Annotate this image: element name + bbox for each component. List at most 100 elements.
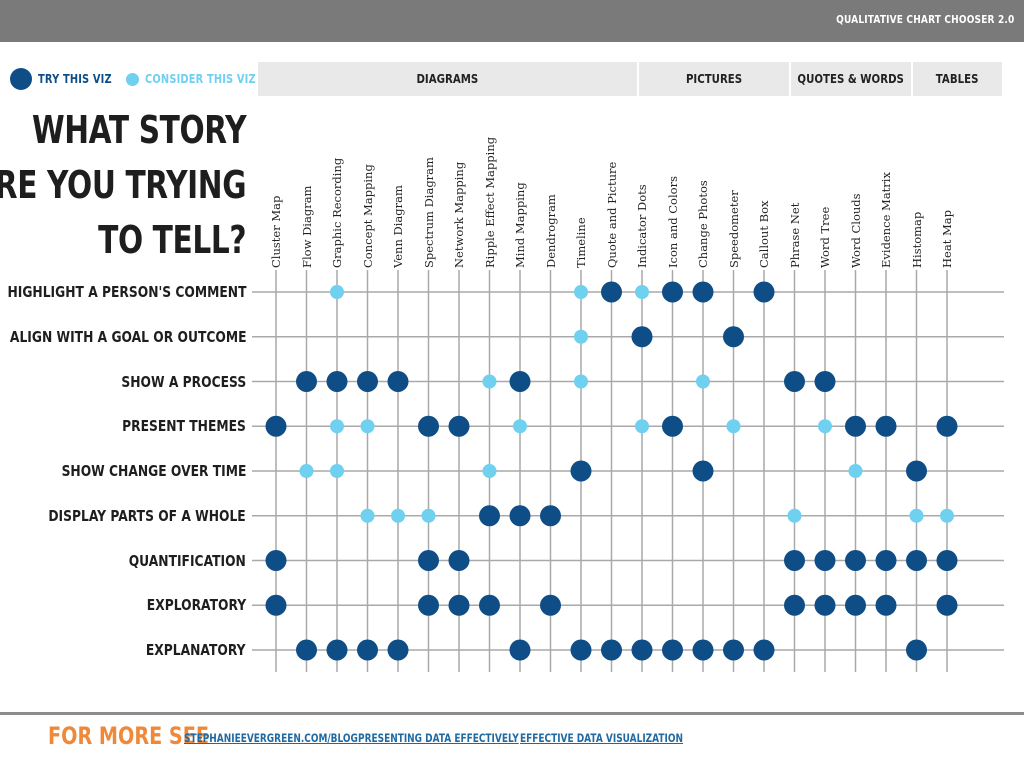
group-diagrams: DIAGRAMS	[258, 62, 637, 96]
try-dot	[296, 639, 317, 661]
try-dot	[936, 550, 958, 571]
try-dot	[692, 639, 714, 661]
page-title: QUALITATIVE CHART CHOOSER 2.0	[835, 13, 1014, 26]
try-dot	[936, 415, 958, 437]
try-dot	[936, 594, 958, 616]
group-tables: TABLES	[913, 62, 1002, 96]
group-label: QUOTES & WORDS	[797, 72, 905, 86]
try-dot	[845, 594, 866, 616]
row-label: SHOW A PROCESS	[121, 372, 246, 391]
try-dot	[601, 281, 622, 303]
try-dot	[448, 550, 470, 571]
try-dot	[723, 326, 744, 348]
try-dot	[692, 281, 714, 303]
chooser-grid	[252, 270, 1004, 672]
try-dot	[357, 639, 378, 661]
try-dot	[357, 371, 378, 392]
consider-dot	[482, 464, 497, 478]
link-effective-dataviz[interactable]: EFFECTIVE DATA VISUALIZATION	[520, 731, 684, 745]
consider-dot	[940, 508, 954, 523]
try-dot	[814, 371, 836, 392]
consider-dot	[299, 464, 314, 478]
footer-label: FOR MORE SEE	[48, 722, 209, 750]
legend-try-label: TRY THIS VIZ	[38, 72, 112, 86]
try-dot	[540, 594, 561, 616]
consider-dot	[635, 419, 649, 434]
try-dot-icon	[10, 68, 32, 90]
try-dot	[296, 371, 317, 392]
try-dot	[753, 281, 775, 303]
try-dot	[540, 505, 561, 527]
headline-line: TO TELL?	[97, 218, 246, 262]
consider-dot	[635, 285, 649, 299]
headline-line: ARE YOU TRYING	[0, 163, 246, 207]
try-dot	[814, 550, 836, 571]
try-dot	[723, 639, 744, 661]
try-dot	[570, 639, 592, 661]
legend-try: TRY THIS VIZ	[10, 68, 128, 90]
try-dot	[906, 460, 927, 482]
consider-dot	[574, 329, 588, 344]
consider-dot	[330, 285, 344, 299]
try-dot	[753, 639, 775, 661]
consider-dot	[482, 374, 497, 389]
group-quotes-words: QUOTES & WORDS	[791, 62, 911, 96]
link-blog[interactable]: STEPHANIEEVERGREEN.COM/BLOG	[184, 731, 358, 745]
try-dot	[875, 550, 897, 571]
try-dot	[265, 550, 287, 571]
try-dot	[631, 639, 653, 661]
headline-line: WHAT STORY	[31, 108, 247, 152]
consider-dot	[848, 464, 863, 478]
link-presenting-data[interactable]: PRESENTING DATA EFFECTIVELY	[358, 731, 519, 745]
row-label: DISPLAY PARTS OF A WHOLE	[48, 506, 246, 525]
try-dot	[509, 505, 531, 527]
footer-divider	[0, 712, 1024, 715]
group-pictures: PICTURES	[639, 62, 789, 96]
consider-dot	[330, 419, 344, 434]
try-dot	[662, 639, 683, 661]
try-dot	[784, 550, 805, 571]
try-dot	[784, 371, 805, 392]
try-dot	[875, 415, 897, 437]
consider-dot	[574, 285, 588, 299]
consider-dot	[818, 419, 832, 434]
try-dot	[265, 415, 287, 437]
try-dot	[418, 550, 439, 571]
row-label: ALIGN WITH A GOAL OR OUTCOME	[9, 327, 246, 346]
try-dot	[509, 371, 531, 392]
consider-dot	[787, 508, 802, 523]
row-label: SHOW CHANGE OVER TIME	[61, 462, 246, 480]
row-label: HIGHLIGHT A PERSON'S COMMENT	[7, 283, 246, 301]
row-label: QUANTIFICATION	[128, 551, 246, 570]
try-dot	[479, 505, 500, 527]
try-dot	[662, 281, 683, 303]
try-dot	[326, 639, 348, 661]
try-dot	[479, 594, 500, 616]
legend-consider-label: CONSIDER THIS VIZ	[145, 72, 256, 86]
try-dot	[845, 415, 866, 437]
try-dot	[387, 371, 409, 392]
group-label: PICTURES	[685, 72, 743, 86]
try-dot	[662, 415, 683, 437]
try-dot	[784, 594, 805, 616]
try-dot	[448, 594, 470, 616]
consider-dot	[574, 374, 588, 389]
group-label: DIAGRAMS	[416, 72, 479, 86]
try-dot	[418, 594, 439, 616]
try-dot	[570, 460, 592, 482]
consider-dot-icon	[126, 72, 139, 86]
try-dot	[692, 460, 714, 482]
try-dot	[265, 594, 287, 616]
legend-consider: CONSIDER THIS VIZ	[126, 68, 280, 90]
consider-dot	[909, 508, 924, 523]
consider-dot	[360, 419, 375, 434]
try-dot	[418, 415, 439, 437]
consider-dot	[726, 419, 741, 434]
row-label: EXPLORATORY	[146, 596, 246, 615]
group-label: TABLES	[936, 72, 979, 86]
try-dot	[509, 639, 531, 661]
title-bar: QUALITATIVE CHART CHOOSER 2.0	[0, 0, 1024, 42]
row-label: EXPLANATORY	[146, 641, 246, 659]
try-dot	[814, 594, 836, 616]
consider-dot	[421, 508, 436, 523]
